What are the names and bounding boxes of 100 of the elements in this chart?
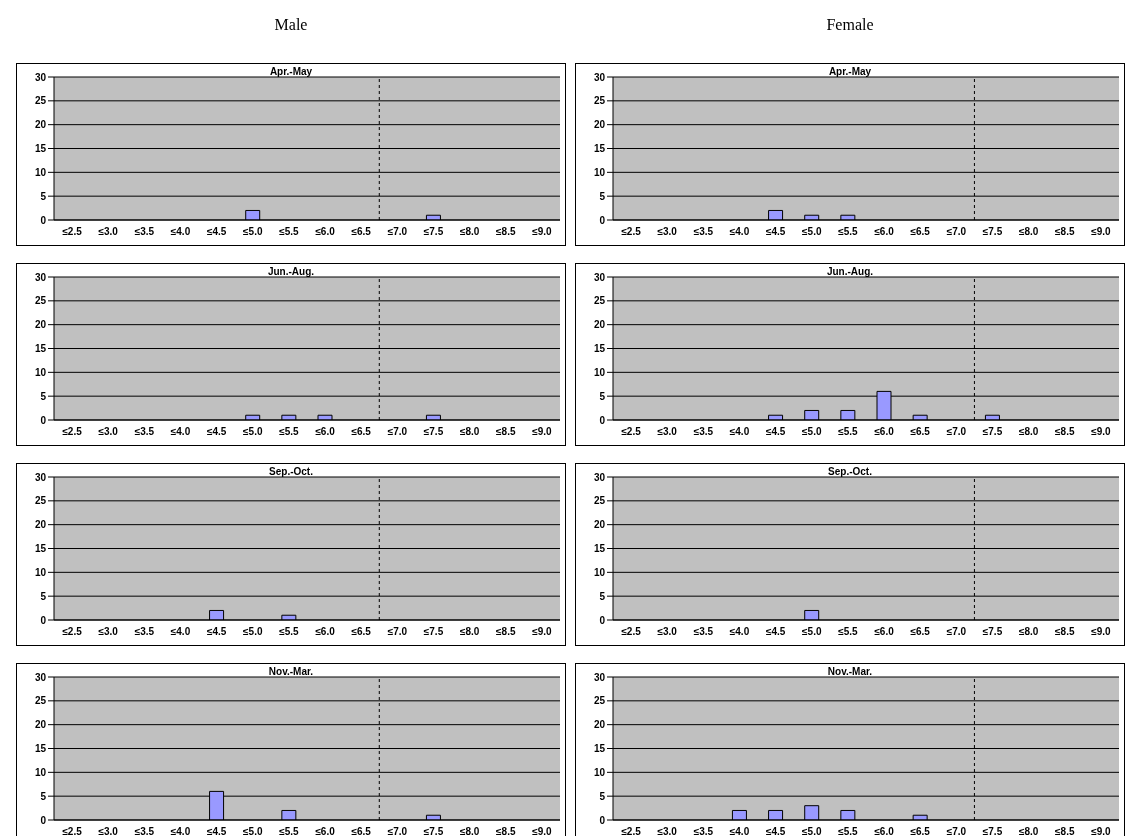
y-tick-label: 15 <box>593 543 606 555</box>
y-tick-label: 20 <box>34 119 47 131</box>
x-tick-label: ≤3.5 <box>693 626 714 638</box>
chart-title: Jun.-Aug. <box>267 266 315 277</box>
x-tick-label: ≤8.5 <box>496 226 516 238</box>
x-tick-label: ≤7.0 <box>946 626 967 638</box>
x-tick-label: ≤4.5 <box>206 826 227 836</box>
x-tick-label: ≤8.0 <box>1018 826 1039 836</box>
x-tick-label: ≤4.5 <box>765 826 786 836</box>
x-tick-label: ≤8.5 <box>1055 426 1075 438</box>
y-tick-label: 15 <box>34 743 47 755</box>
y-tick-label: 15 <box>34 343 47 355</box>
y-tick-label: 25 <box>593 295 606 307</box>
y-tick-label: 15 <box>34 543 47 555</box>
x-tick-label: ≤8.0 <box>1018 226 1039 238</box>
x-tick-label: ≤3.5 <box>134 626 155 638</box>
x-tick-label: ≤8.5 <box>1055 626 1075 638</box>
x-tick-label: ≤5.5 <box>279 226 300 238</box>
y-tick-label: 5 <box>40 590 47 602</box>
x-tick-label: ≤7.0 <box>387 426 408 438</box>
x-tick-label: ≤7.0 <box>946 826 967 836</box>
y-tick-label: 0 <box>40 614 47 626</box>
chart-title: Apr.-May <box>828 66 872 77</box>
y-tick-label: 15 <box>593 143 606 155</box>
y-tick-label: 0 <box>40 414 47 426</box>
y-tick-label: 0 <box>599 414 606 426</box>
x-tick-label: ≤7.0 <box>946 426 967 438</box>
x-tick-label: ≤4.0 <box>170 826 191 836</box>
y-tick-label: 0 <box>599 214 606 226</box>
y-tick-label: 25 <box>34 295 47 307</box>
x-tick-label: ≤4.0 <box>729 826 750 836</box>
y-tick-label: 0 <box>599 614 606 626</box>
x-tick-label: ≤6.0 <box>315 226 336 238</box>
x-tick-label: ≤5.0 <box>243 426 263 438</box>
x-tick-label: ≤7.0 <box>946 226 967 238</box>
x-tick-label: ≤5.0 <box>802 826 822 836</box>
x-tick-label: ≤5.0 <box>243 226 263 238</box>
x-tick-label: ≤4.0 <box>729 626 750 638</box>
x-tick-label: ≤7.5 <box>982 226 1003 238</box>
y-tick-label: 0 <box>40 814 47 826</box>
x-tick-label: ≤4.5 <box>765 626 786 638</box>
y-tick-label: 20 <box>34 519 47 531</box>
y-tick-label: 10 <box>593 166 606 178</box>
x-tick-label: ≤6.0 <box>874 626 895 638</box>
y-tick-label: 20 <box>593 319 606 331</box>
x-tick-label: ≤6.5 <box>351 426 372 438</box>
y-tick-label: 15 <box>593 343 606 355</box>
x-tick-label: ≤2.5 <box>62 226 83 238</box>
x-tick-label: ≤2.5 <box>621 626 642 638</box>
y-tick-label: 20 <box>593 519 606 531</box>
x-tick-label: ≤9.0 <box>532 426 553 438</box>
x-tick-label: ≤5.5 <box>838 426 859 438</box>
x-tick-label: ≤7.0 <box>387 626 408 638</box>
x-tick-label: ≤6.0 <box>874 826 895 836</box>
x-tick-label: ≤8.5 <box>496 826 516 836</box>
x-tick-label: ≤8.0 <box>459 426 480 438</box>
y-tick-label: 25 <box>34 495 47 507</box>
y-tick-label: 30 <box>593 671 606 683</box>
chart-title: Nov.-Mar. <box>827 666 873 677</box>
x-tick-label: ≤5.5 <box>279 626 300 638</box>
x-tick-label: ≤3.5 <box>134 426 155 438</box>
chart-title: Sep.-Oct. <box>828 466 872 477</box>
x-tick-label: ≤3.5 <box>134 226 155 238</box>
chart-subtitle: Male <box>273 16 309 34</box>
y-tick-label: 5 <box>599 390 606 402</box>
y-tick-label: 20 <box>593 119 606 131</box>
y-tick-label: 25 <box>34 95 47 107</box>
x-tick-label: ≤4.0 <box>729 226 750 238</box>
x-tick-label: ≤5.5 <box>279 826 300 836</box>
y-tick-label: 10 <box>593 766 606 778</box>
y-tick-label: 5 <box>40 190 47 202</box>
x-tick-label: ≤7.5 <box>423 826 444 836</box>
y-tick-label: 25 <box>593 495 606 507</box>
x-tick-label: ≤3.0 <box>657 426 678 438</box>
x-tick-label: ≤6.5 <box>910 826 931 836</box>
x-tick-label: ≤4.0 <box>170 226 191 238</box>
x-tick-label: ≤9.0 <box>1091 226 1112 238</box>
x-tick-label: ≤7.5 <box>423 226 444 238</box>
x-tick-label: ≤4.5 <box>206 426 227 438</box>
y-tick-label: 10 <box>34 166 47 178</box>
x-tick-label: ≤3.5 <box>693 226 714 238</box>
x-tick-label: ≤8.5 <box>1055 226 1075 238</box>
y-tick-label: 20 <box>34 319 47 331</box>
x-tick-label: ≤5.0 <box>802 226 822 238</box>
chart-title: Apr.-May <box>269 66 313 77</box>
x-tick-label: ≤6.0 <box>874 426 895 438</box>
x-tick-label: ≤2.5 <box>621 426 642 438</box>
x-tick-label: ≤8.5 <box>1055 826 1075 836</box>
x-tick-label: ≤4.5 <box>206 626 227 638</box>
x-tick-label: ≤6.5 <box>910 426 931 438</box>
x-tick-label: ≤7.0 <box>387 826 408 836</box>
x-tick-label: ≤3.5 <box>693 426 714 438</box>
x-tick-label: ≤9.0 <box>1091 826 1112 836</box>
y-tick-label: 30 <box>593 71 606 83</box>
chart-title: Jun.-Aug. <box>826 266 874 277</box>
x-tick-label: ≤4.5 <box>765 226 786 238</box>
x-tick-label: ≤5.0 <box>802 626 822 638</box>
x-tick-label: ≤4.5 <box>206 226 227 238</box>
x-tick-label: ≤7.5 <box>982 426 1003 438</box>
y-tick-label: 10 <box>34 566 47 578</box>
